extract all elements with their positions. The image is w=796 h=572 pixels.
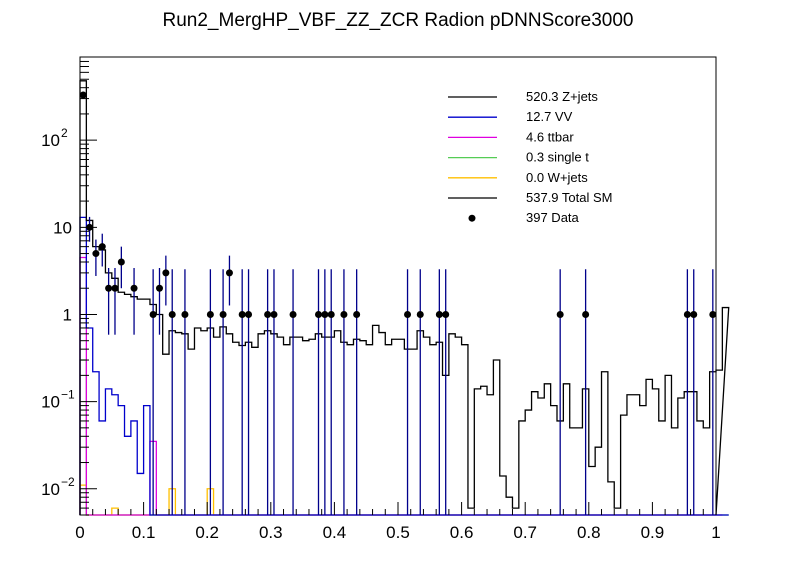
x-tick-label: 0.1: [132, 523, 156, 542]
data-point: [264, 310, 272, 318]
x-tick-label: 1: [711, 523, 720, 542]
data-point: [321, 310, 329, 318]
data-point: [206, 310, 214, 318]
histogram-vv: [79, 216, 729, 516]
y-tick-exponent: −1: [61, 388, 75, 402]
legend-label: 0.0 W+jets: [526, 170, 588, 185]
histogram-ttbar: [79, 256, 723, 516]
data-point: [683, 310, 691, 318]
x-tick-label: 0.6: [450, 523, 474, 542]
x-tick-label: 0.9: [641, 523, 665, 542]
data-point: [404, 310, 412, 318]
x-tick-label: 0: [75, 523, 84, 542]
y-tick-label: 10: [53, 218, 72, 237]
data-point: [289, 310, 297, 318]
x-tick-label: 0.5: [386, 523, 410, 542]
data-point: [435, 310, 443, 318]
legend-label: 4.6 ttbar: [526, 129, 574, 144]
data-point: [111, 284, 119, 292]
data-point: [270, 310, 278, 318]
y-tick-label: 10: [41, 480, 60, 499]
legend-marker: [468, 214, 476, 222]
data-points: [79, 91, 717, 515]
data-point: [219, 310, 227, 318]
data-point: [156, 284, 163, 292]
data-point: [416, 310, 424, 318]
x-tick-label: 0.7: [513, 523, 537, 542]
legend-label: 397 Data: [526, 210, 580, 225]
data-point: [238, 310, 246, 318]
data-point: [225, 269, 233, 277]
y-tick-exponent: −2: [61, 475, 75, 489]
legend-label: 12.7 VV: [526, 109, 573, 124]
data-point: [556, 310, 564, 318]
data-point: [181, 310, 189, 318]
data-point: [168, 310, 176, 318]
legend-label: 520.3 Z+jets: [526, 89, 598, 104]
y-tick-label: 10: [41, 393, 60, 412]
histogram-total-sm: [79, 80, 730, 516]
data-point: [149, 310, 157, 318]
y-tick-exponent: 2: [61, 126, 68, 140]
data-point: [340, 310, 348, 318]
legend-label: 0.3 single t: [526, 150, 589, 165]
legend-label: 537.9 Total SM: [526, 190, 612, 205]
y-tick-label: 1: [63, 305, 72, 324]
legend: 520.3 Z+jets 12.7 VV 4.6 ttbar 0.3 single t…: [448, 89, 612, 225]
data-point: [105, 284, 113, 292]
data-point: [117, 258, 125, 266]
data-point: [245, 310, 253, 318]
data-point: [92, 250, 100, 258]
data-point: [162, 269, 170, 277]
data-point: [79, 91, 87, 99]
data-point: [130, 284, 138, 292]
data-point: [442, 310, 450, 318]
histogram-single-t: [79, 359, 729, 516]
x-tick-label: 0.2: [195, 523, 219, 542]
data-point: [315, 310, 322, 318]
x-tick-label: 0.8: [577, 523, 601, 542]
chart-title: Run2_MergHP_VBF_ZZ_ZCR Radion pDNNScore3…: [162, 10, 634, 31]
data-point: [327, 310, 335, 318]
data-point: [353, 310, 361, 318]
data-point: [709, 310, 717, 318]
histograms: [79, 80, 730, 516]
data-point: [690, 310, 698, 318]
y-tick-label: 10: [41, 131, 60, 150]
data-point: [98, 243, 106, 251]
data-point: [582, 310, 590, 318]
x-tick-label: 0.3: [259, 523, 283, 542]
x-tick-label: 0.4: [323, 523, 347, 542]
